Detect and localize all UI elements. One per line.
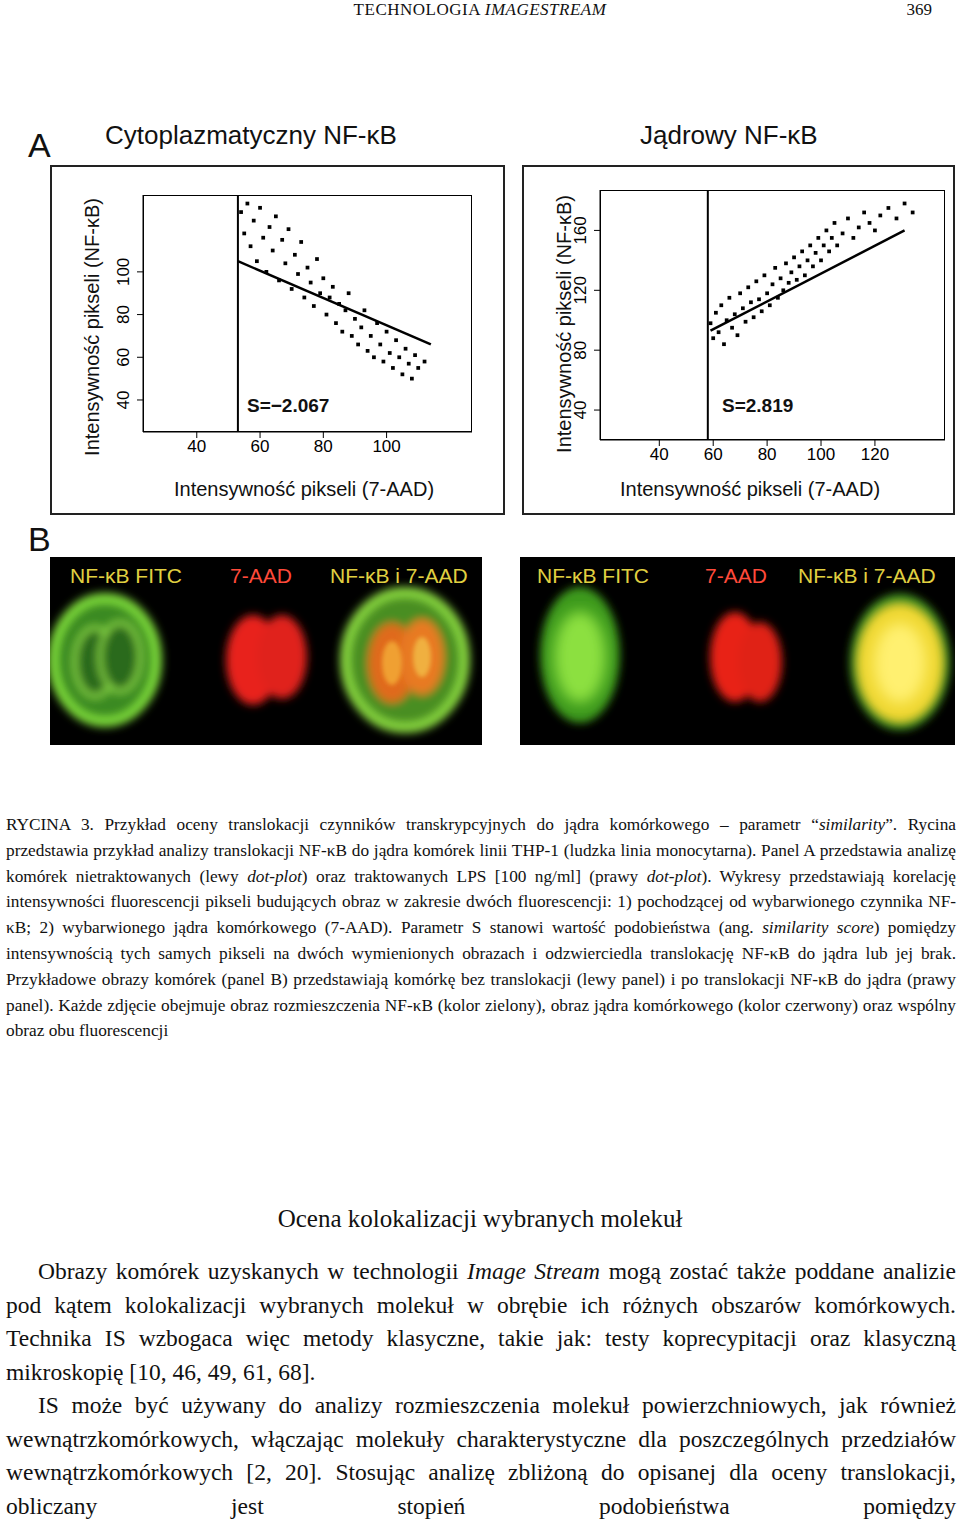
svg-text:7-AAD: 7-AAD [230,564,292,587]
svg-text:NF-κB i 7-AAD: NF-κB i 7-AAD [330,564,468,587]
html-text:Intensywność pikseli (NF-κB): Intensywność pikseli (NF-κB) [80,198,103,456]
html-text:TECHNOLOGIA IMAGESTREAM: TECHNOLOGIA IMAGESTREAM [353,0,607,19]
svg-text:40: 40 [571,400,590,420]
html-text:Intensywność pikseli (7-AAD): Intensywność pikseli (7-AAD) [620,477,880,500]
html-text:B: B [28,520,51,558]
svg-text:80: 80 [114,305,133,324]
html-text:IS może być używany do analizy: IS może być używany do analizy rozmieszc… [6,1392,956,1519]
svg-text:NF-κB FITC: NF-κB FITC [537,564,649,587]
svg-text:160: 160 [571,216,590,245]
html-text:Obrazy komórek uzyskanych w te: Obrazy komórek uzyskanych w technologii … [6,1258,956,1385]
html-text:Jądrowy NF-κB: Jądrowy NF-κB [640,120,818,150]
html-text:S=−2.067: S=−2.067 [247,395,330,416]
svg-text:60: 60 [251,437,270,456]
svg-text:100: 100 [372,437,400,456]
svg-text:40: 40 [114,391,133,410]
svg-text:NF-κB i 7-AAD: NF-κB i 7-AAD [798,564,936,587]
svg-text:60: 60 [704,445,723,464]
svg-text:80: 80 [571,340,590,360]
svg-text:100: 100 [807,445,835,464]
svg-text:40: 40 [187,437,206,456]
html-text:Intensywność pikseli (7-AAD): Intensywność pikseli (7-AAD) [174,477,434,500]
svg-text:120: 120 [861,445,889,464]
svg-text:120: 120 [571,276,590,305]
svg-text:80: 80 [758,445,777,464]
svg-text:60: 60 [114,348,133,367]
html-text:Ocena kolokalizacji wybranych: Ocena kolokalizacji wybranych molekuł [277,1205,683,1232]
html-text:S=2.819: S=2.819 [722,395,794,416]
svg-text:7-AAD: 7-AAD [705,564,767,587]
svg-text:100: 100 [114,258,133,286]
html-text:Cytoplazmatyczny NF-κB: Cytoplazmatyczny NF-κB [105,120,397,150]
svg-text:40: 40 [650,445,669,464]
html-text:Intensywność pikseli (NF-κB): Intensywność pikseli (NF-κB) [552,195,575,453]
svg-text:80: 80 [314,437,333,456]
html-text:RYCINA 3. Przykład oceny trans: RYCINA 3. Przykład oceny translokacji cz… [6,815,956,1041]
html-text:369: 369 [906,0,932,19]
html-text:A: A [28,126,51,164]
svg-text:NF-κB FITC: NF-κB FITC [70,564,182,587]
